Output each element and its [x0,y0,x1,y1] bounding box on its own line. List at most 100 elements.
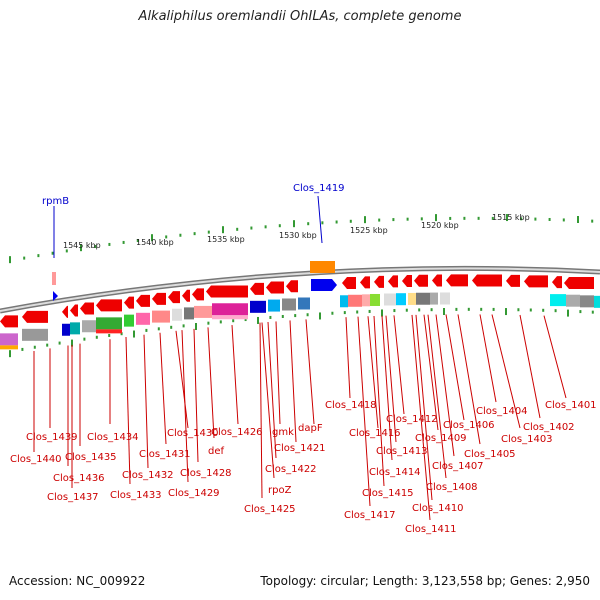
gene-label: Clos_1417 [344,510,396,521]
callout-line [457,314,481,445]
cog-color-blocks [0,292,600,350]
callout-line [491,314,521,429]
cog-block [0,333,18,346]
scale-label: 1515 kbp [492,213,530,222]
callout-line [231,325,239,425]
gene-label: Clos_1425 [244,504,296,515]
gene-arrow [552,276,562,289]
gene-label: Clos_1421 [274,443,326,454]
gene-label: Clos_1437 [47,492,99,503]
gene-label: Clos_1408 [426,482,478,493]
cog-block [396,293,406,306]
gene-label: def [208,446,225,457]
gene-label: Clos_1415 [362,488,414,499]
cog-block [298,297,310,310]
cog-block [594,295,600,308]
cog-block [184,307,194,320]
genome-backbone [0,265,600,314]
cog-block [440,292,450,305]
cog-block [340,295,348,308]
gene-label: Clos_1418 [325,400,377,411]
callout-line [259,322,263,499]
callout-line [305,319,315,425]
cog-block [566,294,580,307]
cog-block [212,315,248,320]
gene-label-layer: Clos_1439 Clos_1440 Clos_1436 Clos_1437 Clos… [10,314,597,535]
cog-block [348,294,362,307]
gene-label: Clos_1428 [180,468,232,479]
gene-arrow [0,315,18,328]
cog-block [96,329,122,334]
gene-arrow [62,305,68,318]
callout-line [181,330,189,483]
gene-arrow [168,291,180,304]
gene-label: Clos_1414 [369,467,421,478]
gene-arrow [266,281,284,294]
gene-arrow [506,274,520,287]
gene-label-blue: Clos_1419 [293,183,345,194]
gene-label: Clos_1431 [139,449,191,460]
callout-line [261,322,275,479]
cog-block [408,292,416,305]
gene-label: gmk [272,427,294,438]
positive-strand-genes [52,261,337,301]
gene-arrow [152,292,166,305]
callout-line [381,315,393,461]
cog-block [0,345,18,350]
gene-arrow [124,296,134,309]
gene-arrow [250,282,264,295]
gene-arrow [342,277,356,290]
gene-label: Clos_1435 [65,452,117,463]
gene-label: Clos_1412 [386,414,438,425]
scale-label: 1540 kbp [136,238,174,247]
gene-label: Clos_1411 [405,524,457,535]
gene-label: Clos_1430 [167,428,219,439]
cog-block [550,294,566,307]
cog-block [62,323,70,336]
callout-line [519,314,541,419]
gene-arrow [564,276,594,289]
callout-line [415,314,433,501]
gene-label: Clos_1401 [545,400,597,411]
gene-arrow [206,285,248,298]
callout-line [357,316,371,507]
gene-arrow [402,275,412,288]
callout-line [423,314,439,431]
callout-line [411,314,431,521]
callout-line [289,320,297,443]
negative-strand-genes [0,274,594,328]
gene-label: Clos_1433 [110,490,162,501]
scale-label: 1530 kbp [279,231,317,240]
callout-line [435,314,455,457]
gene-label: Clos_1403 [501,434,553,445]
cog-block [22,328,48,341]
gene-box [52,272,56,285]
gene-arrow [388,275,398,288]
callout-line [267,322,277,459]
gene-arrow [286,280,298,293]
gene-arrow [53,291,58,301]
scale-ticks-upper [9,214,594,264]
gene-arrow [446,274,468,287]
cog-block [416,292,430,305]
map-title: Alkaliphilus oremlandii OhILAs, complete… [138,9,462,24]
gene-arrow [374,275,384,288]
gene-label: Clos_1422 [265,464,317,475]
callout-line [207,327,215,439]
cog-block [82,320,96,333]
gene-label: Clos_1429 [168,488,220,499]
gene-arrow [432,274,442,287]
gene-arrow [96,299,122,312]
cog-block [370,293,380,306]
genome-summary-text: Topology: circular; Length: 3,123,558 bp… [260,574,590,588]
gene-label: Clos_1407 [432,461,484,472]
gene-label: Clos_1410 [412,503,464,514]
gene-arrow [182,289,190,302]
gene-arrow [414,274,428,287]
gene-label: Clos_1439 [26,432,78,443]
cog-block [124,314,134,327]
callout-line [125,337,131,485]
gene-arrow [80,302,94,315]
scale-ticks-lower [9,307,594,358]
accession-text: Accession: NC_009922 [9,574,146,588]
